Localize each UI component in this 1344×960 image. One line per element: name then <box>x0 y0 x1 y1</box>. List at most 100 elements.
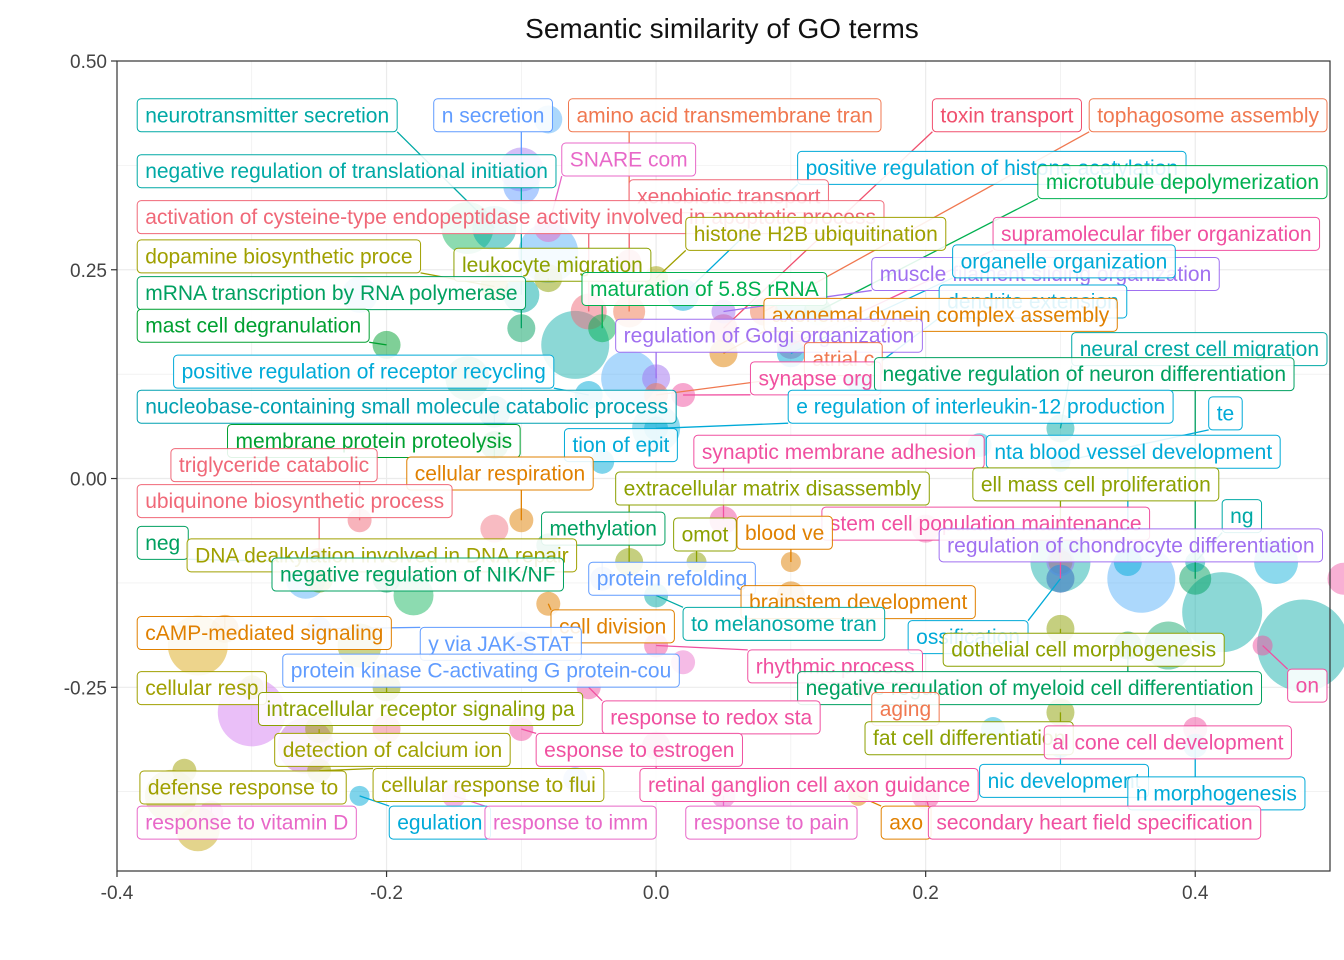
point-label-box <box>136 671 267 706</box>
point-label-text: histone H2B ubiquitination <box>694 223 938 246</box>
point-label-text: cellular resp <box>145 677 258 700</box>
point-label: egulation <box>388 805 492 840</box>
point-label-text: response to imm <box>493 812 648 835</box>
point-label-box <box>615 471 930 506</box>
point-label: nucleobase-containing small molecule cat… <box>136 389 677 424</box>
label-connector <box>547 603 552 611</box>
point-label: toxin transport <box>931 98 1082 133</box>
point-label-text: positive regulation of receptor recyclin… <box>182 361 546 384</box>
point-label: protein kinase C-activating G protein-co… <box>282 653 680 688</box>
label-connector <box>588 686 603 702</box>
point-label: blood ve <box>736 515 833 550</box>
point-label-text: response to redox sta <box>610 706 812 729</box>
point-label-text: defense response to <box>148 776 338 799</box>
point-label-box <box>685 805 858 840</box>
label-connector <box>1027 578 1061 622</box>
bubble <box>1257 599 1344 692</box>
point-label-text: egulation <box>397 812 482 835</box>
point-label-box <box>563 428 678 463</box>
point-label-text: supramolecular fiber organization <box>1001 223 1312 246</box>
point-label-text: ubiquinone biosynthetic process <box>145 490 444 513</box>
point-label-text: neural crest cell migration <box>1080 338 1319 361</box>
point-label: cellular response to flui <box>372 767 605 802</box>
point-label: tophagosome assembly <box>1088 98 1328 133</box>
point-label: cAMP-mediated signaling <box>136 616 392 651</box>
y-tick-label: 0.25 <box>70 261 107 282</box>
point-label: organelle organization <box>952 244 1176 279</box>
point-label-box <box>685 216 947 251</box>
point-label-box <box>736 515 833 550</box>
point-label-box <box>274 732 511 767</box>
point-label: defense response to <box>139 770 347 805</box>
point-label-box <box>139 770 347 805</box>
point-label-text: cell division <box>559 615 666 638</box>
label-connector <box>656 644 748 651</box>
point-label-text: tion of epit <box>572 434 669 457</box>
point-label-text: secondary heart field specification <box>936 812 1252 835</box>
point-label-box <box>541 511 666 546</box>
point-label-text: dopamine biosynthetic proce <box>145 245 412 268</box>
point-label: axo <box>880 805 932 840</box>
point-label-box <box>136 389 677 424</box>
point-label-text: SNARE com <box>570 149 688 172</box>
point-label: secondary heart field specification <box>927 805 1262 840</box>
point-label-text: organelle organization <box>961 250 1168 273</box>
point-label-text: ng <box>1230 505 1253 528</box>
point-label: response to redox sta <box>601 700 821 735</box>
point-label-box <box>271 557 564 592</box>
point-label-box <box>136 98 398 133</box>
point-label-box <box>568 98 882 133</box>
point-label: e regulation of interleukin-12 productio… <box>787 389 1174 424</box>
point-label-text: synapse org <box>758 367 872 390</box>
point-label: dothelial cell morphogenesis <box>942 632 1225 667</box>
x-tick-label: -0.4 <box>101 883 134 904</box>
point-label-text: neurotransmitter secretion <box>145 104 389 127</box>
point-label-text: regulation of chondrocyte differentiatio… <box>947 534 1314 557</box>
point-label-box <box>673 517 737 552</box>
point-label-text: fat cell differentiation <box>873 727 1065 750</box>
point-label-text: aging <box>880 698 931 721</box>
point-label: cell division <box>550 609 675 644</box>
point-label-text: n secretion <box>442 104 545 127</box>
axes: -0.4 -0.2 0.0 0.2 0.4 0.50 0.25 0.00 -0.25 <box>64 52 1209 904</box>
point-label-text: leukocyte migration <box>462 254 643 277</box>
point-label-text: negative regulation of neuron differenti… <box>882 363 1286 386</box>
y-tick-label: 0.00 <box>70 470 107 491</box>
point-label: response to vitamin D <box>136 805 357 840</box>
point-label-box <box>136 616 392 651</box>
x-tick-label: 0.0 <box>643 883 669 904</box>
point-label-text: methylation <box>550 518 657 541</box>
point-label-text: on <box>1296 675 1319 698</box>
point-label: esponse to estrogen <box>535 732 743 767</box>
point-label-box <box>282 653 680 688</box>
point-label-box <box>406 456 594 491</box>
point-label-box <box>136 805 357 840</box>
point-label-box <box>484 805 657 840</box>
point-label: amino acid transmembrane tran <box>568 98 882 133</box>
point-label-box <box>588 561 756 596</box>
point-label: mRNA transcription by RNA polymerase <box>136 276 527 311</box>
point-label-box <box>1088 98 1328 133</box>
point-label-text: synaptic membrane adhesion <box>702 441 976 464</box>
point-label-text: neg <box>145 532 180 555</box>
point-label-box <box>550 609 675 644</box>
point-label-text: response to vitamin D <box>145 812 348 835</box>
point-label-text: al cone cell development <box>1052 731 1283 754</box>
point-label-box <box>1037 165 1328 200</box>
point-label-box <box>639 767 979 802</box>
point-label-text: detection of calcium ion <box>283 739 502 762</box>
point-label-box <box>942 632 1225 667</box>
point-label-box <box>682 606 886 641</box>
point-label-text: membrane protein proteolysis <box>236 430 513 453</box>
point-label: on <box>1287 668 1328 703</box>
point-label-text: maturation of 5.8S rRNA <box>590 278 819 301</box>
point-label-text: toxin transport <box>940 104 1073 127</box>
bubble <box>480 514 509 543</box>
point-label-box <box>787 389 1174 424</box>
point-label: detection of calcium ion <box>274 732 511 767</box>
point-label-text: nta blood vessel development <box>994 441 1272 464</box>
point-label-text: te <box>1217 402 1235 425</box>
point-label-text: n morphogenesis <box>1136 782 1297 805</box>
point-label-text: to melanosome tran <box>691 613 877 636</box>
label-connector <box>369 341 387 346</box>
